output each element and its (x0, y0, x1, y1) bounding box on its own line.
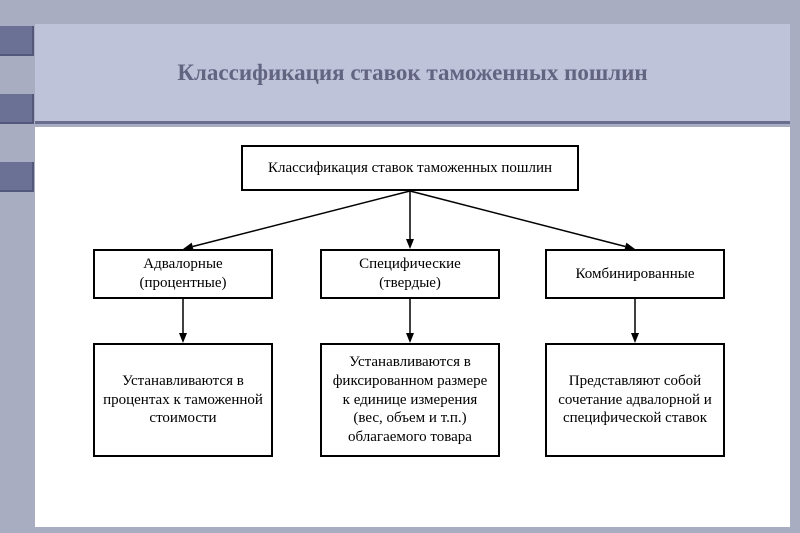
page-title: Классификация ставок таможенных пошлин (177, 60, 647, 86)
branch-desc-advalornye: Устанавливаются в процентах к таможенной… (93, 343, 273, 457)
branch-type-specificheskie: Специфические (твердые) (320, 249, 500, 299)
branch-type-kombinirovannye: Комбинированные (545, 249, 725, 299)
branch-type-label: Комбинированные (575, 265, 694, 284)
branch-desc-text: Устанавливаются в фиксированном размере … (330, 353, 490, 447)
branch-desc-specificheskie: Устанавливаются в фиксированном размере … (320, 343, 500, 457)
diagram-panel: Классификация ставок таможенных пошлин А… (35, 127, 790, 527)
root-node: Классификация ставок таможенных пошлин (241, 145, 579, 191)
side-tab-2 (0, 94, 34, 124)
root-label: Классификация ставок таможенных пошлин (268, 159, 552, 178)
side-tab-3 (0, 162, 34, 192)
branch-desc-text: Представляют собой сочетание адвалорной … (555, 372, 715, 428)
branch-desc-kombinirovannye: Представляют собой сочетание адвалорной … (545, 343, 725, 457)
header-panel: Классификация ставок таможенных пошлин (35, 24, 790, 124)
branch-desc-text: Устанавливаются в процентах к таможенной… (103, 372, 263, 428)
side-tab-1 (0, 26, 34, 56)
branch-type-advalornye: Адвалорные (процентные) (93, 249, 273, 299)
branch-type-label: Адвалорные (процентные) (103, 255, 263, 293)
branch-type-label: Специфические (твердые) (330, 255, 490, 293)
